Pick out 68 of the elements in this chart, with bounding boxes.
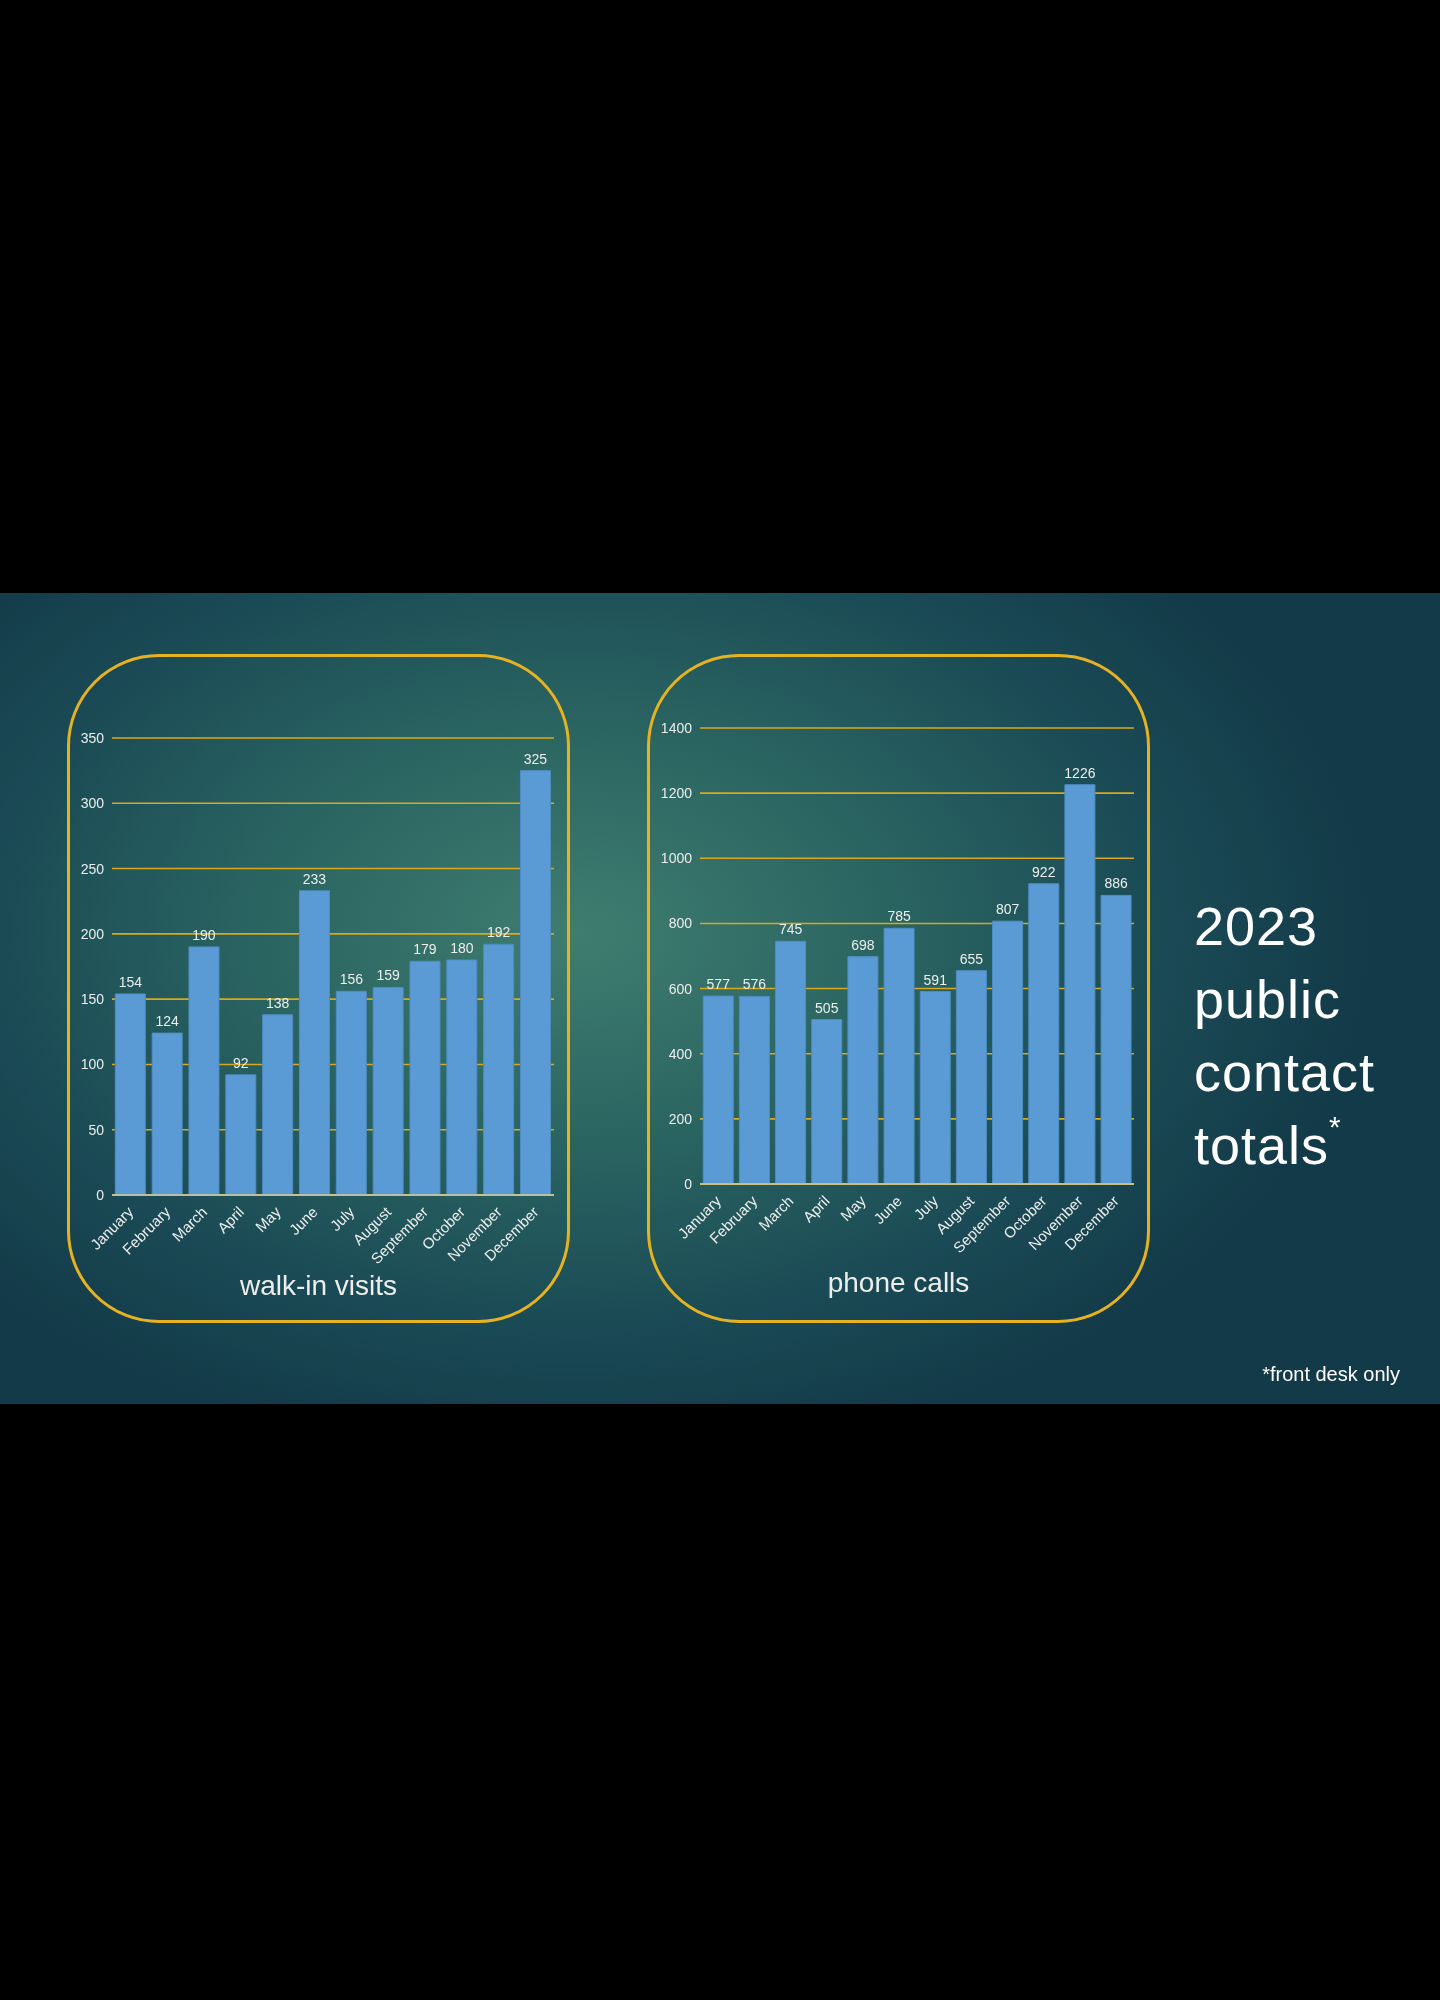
bar	[262, 1014, 294, 1195]
bar	[811, 1019, 843, 1184]
y-tick-label: 0	[684, 1175, 693, 1192]
bar	[335, 990, 367, 1195]
bar	[483, 943, 515, 1195]
bar	[446, 959, 478, 1195]
bar	[1064, 784, 1096, 1184]
x-tick-label: May	[836, 1191, 870, 1225]
data-label: 922	[1032, 863, 1056, 880]
data-label: 159	[376, 967, 401, 984]
x-tick-label: May	[251, 1202, 285, 1236]
bar	[225, 1074, 257, 1195]
data-label: 785	[887, 908, 911, 925]
data-label: 505	[815, 999, 839, 1016]
y-tick-label: 200	[80, 925, 105, 942]
data-label: 655	[959, 950, 984, 967]
bar	[114, 993, 146, 1195]
data-label: 591	[923, 971, 948, 988]
y-tick-label: 1200	[660, 785, 693, 802]
bar	[188, 946, 220, 1195]
data-label: 698	[851, 936, 875, 953]
bar	[702, 995, 734, 1184]
bar	[883, 927, 915, 1184]
data-label: 807	[995, 901, 1020, 918]
bar	[919, 991, 951, 1184]
bar	[955, 970, 987, 1184]
text: 2023 public contact totals$^{*}$	[1194, 895, 1377, 1177]
bar	[1100, 894, 1132, 1184]
data-label: 325	[523, 750, 548, 767]
x-axis-title: walk-in visits	[238, 1270, 399, 1302]
y-tick-label: 50	[88, 1121, 105, 1138]
data-label: 179	[413, 941, 437, 958]
data-label: 577	[706, 976, 731, 993]
bar	[738, 995, 770, 1184]
data-label: 1226	[1064, 764, 1096, 781]
y-tick-label: 100	[80, 1056, 105, 1073]
bar	[151, 1032, 183, 1195]
y-tick-label: 200	[668, 1110, 693, 1127]
bar	[409, 960, 441, 1195]
x-tick-label: July	[326, 1202, 358, 1234]
data-label: 745	[778, 921, 803, 938]
bar	[1028, 883, 1060, 1184]
bar	[519, 770, 551, 1195]
data-label: 156	[339, 971, 364, 988]
y-tick-label: 0	[96, 1186, 105, 1203]
bar	[372, 986, 404, 1195]
bar	[992, 920, 1024, 1184]
y-tick-label: 300	[80, 795, 105, 812]
data-label: 180	[450, 939, 474, 956]
bar	[775, 940, 807, 1184]
data-label: 886	[1104, 875, 1128, 892]
text: *front desk only	[1262, 1363, 1400, 1386]
data-label: 138	[265, 994, 290, 1011]
y-tick-label: 1400	[660, 719, 693, 736]
y-tick-label: 150	[80, 991, 105, 1008]
y-tick-label: 600	[668, 980, 693, 997]
y-tick-label: 350	[80, 729, 105, 746]
bar	[298, 890, 330, 1195]
bar	[847, 956, 879, 1184]
x-axis-title: phone calls	[826, 1267, 971, 1299]
y-tick-label: 400	[668, 1045, 693, 1062]
y-tick-label: 1000	[660, 850, 693, 867]
y-tick-label: 250	[80, 860, 105, 877]
y-tick-label: 800	[668, 915, 693, 932]
x-tick-label: July	[910, 1191, 942, 1223]
data-label: 233	[302, 870, 327, 887]
data-label: 154	[118, 973, 143, 990]
data-label: 124	[155, 1013, 180, 1030]
